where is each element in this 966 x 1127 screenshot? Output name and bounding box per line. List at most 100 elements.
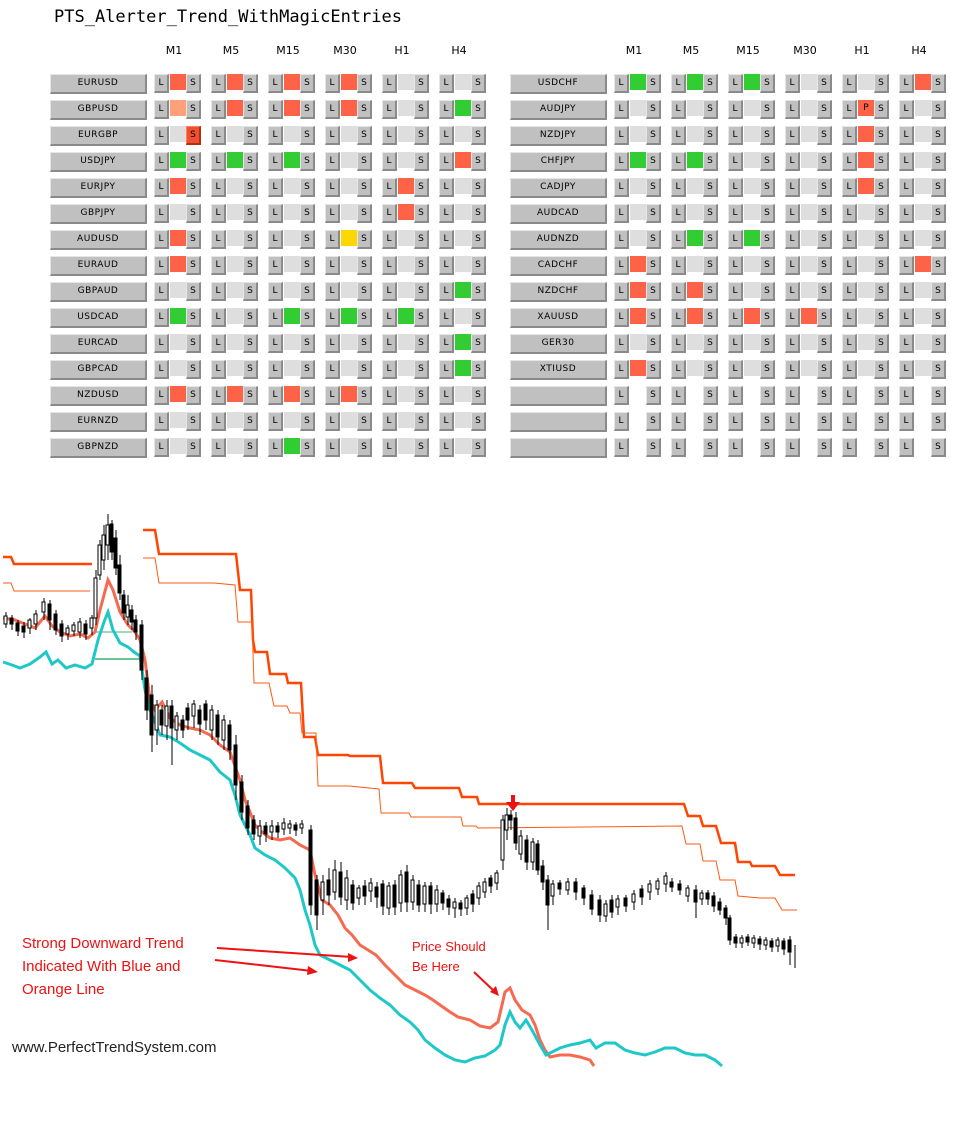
long-button[interactable]: L xyxy=(614,152,629,171)
short-button[interactable]: S xyxy=(817,152,832,171)
long-button[interactable]: L xyxy=(899,74,914,93)
short-button[interactable]: S xyxy=(300,74,315,93)
long-button[interactable]: L xyxy=(899,282,914,301)
short-button[interactable]: S xyxy=(471,386,486,405)
long-button[interactable]: L xyxy=(899,412,914,431)
long-button[interactable]: L xyxy=(728,256,743,275)
long-button[interactable]: L xyxy=(382,126,397,145)
long-button[interactable]: L xyxy=(842,178,857,197)
long-button[interactable]: L xyxy=(154,386,169,405)
short-button[interactable]: S xyxy=(760,412,775,431)
symbol-button[interactable]: USDCHF xyxy=(510,74,607,94)
long-button[interactable]: L xyxy=(728,178,743,197)
short-button[interactable]: S xyxy=(471,412,486,431)
symbol-button[interactable]: GBPNZD xyxy=(50,438,147,458)
short-button[interactable]: S xyxy=(817,334,832,353)
short-button[interactable]: S xyxy=(760,334,775,353)
long-button[interactable]: L xyxy=(439,256,454,275)
symbol-button[interactable]: NZDJPY xyxy=(510,126,607,146)
long-button[interactable]: L xyxy=(842,308,857,327)
short-button[interactable]: S xyxy=(357,360,372,379)
long-button[interactable]: L xyxy=(439,308,454,327)
long-button[interactable]: L xyxy=(325,308,340,327)
short-button[interactable]: S xyxy=(874,256,889,275)
short-button[interactable]: S xyxy=(357,412,372,431)
symbol-button[interactable]: GBPAUD xyxy=(50,282,147,302)
symbol-button[interactable]: USDCAD xyxy=(50,308,147,328)
long-button[interactable]: L xyxy=(785,308,800,327)
long-button[interactable]: L xyxy=(154,308,169,327)
long-button[interactable]: L xyxy=(211,126,226,145)
short-button[interactable]: S xyxy=(646,230,661,249)
long-button[interactable]: L xyxy=(439,230,454,249)
short-button[interactable]: S xyxy=(646,308,661,327)
long-button[interactable]: L xyxy=(439,126,454,145)
symbol-button[interactable]: CHFJPY xyxy=(510,152,607,172)
long-button[interactable]: L xyxy=(785,74,800,93)
short-button[interactable]: S xyxy=(300,438,315,457)
short-button[interactable]: S xyxy=(300,100,315,119)
long-button[interactable]: L xyxy=(842,438,857,457)
long-button[interactable]: L xyxy=(325,386,340,405)
long-button[interactable]: L xyxy=(614,282,629,301)
symbol-button[interactable]: EURAUD xyxy=(50,256,147,276)
short-button[interactable]: S xyxy=(471,282,486,301)
short-button[interactable]: S xyxy=(357,74,372,93)
long-button[interactable]: L xyxy=(382,386,397,405)
symbol-button[interactable]: GBPJPY xyxy=(50,204,147,224)
long-button[interactable]: L xyxy=(268,360,283,379)
long-button[interactable]: L xyxy=(325,204,340,223)
long-button[interactable]: L xyxy=(614,412,629,431)
short-button[interactable]: S xyxy=(760,204,775,223)
short-button[interactable]: S xyxy=(243,178,258,197)
short-button[interactable]: S xyxy=(646,360,661,379)
long-button[interactable]: L xyxy=(154,412,169,431)
long-button[interactable]: L xyxy=(899,152,914,171)
long-button[interactable]: L xyxy=(785,230,800,249)
short-button[interactable]: S xyxy=(186,438,201,457)
short-button[interactable]: S xyxy=(186,334,201,353)
short-button[interactable]: S xyxy=(817,256,832,275)
long-button[interactable]: L xyxy=(614,438,629,457)
short-button[interactable]: S xyxy=(760,256,775,275)
short-button[interactable]: S xyxy=(243,360,258,379)
short-button[interactable]: S xyxy=(646,126,661,145)
long-button[interactable]: L xyxy=(671,308,686,327)
short-button[interactable]: S xyxy=(471,360,486,379)
long-button[interactable]: L xyxy=(899,178,914,197)
long-button[interactable]: L xyxy=(154,438,169,457)
short-button[interactable]: S xyxy=(931,386,946,405)
short-button[interactable]: S xyxy=(874,204,889,223)
long-button[interactable]: L xyxy=(211,334,226,353)
short-button[interactable]: S xyxy=(874,152,889,171)
short-button[interactable]: S xyxy=(414,256,429,275)
short-button[interactable]: S xyxy=(931,152,946,171)
long-button[interactable]: L xyxy=(842,152,857,171)
symbol-button[interactable]: XAUUSD xyxy=(510,308,607,328)
short-button[interactable]: S xyxy=(817,204,832,223)
short-button[interactable]: S xyxy=(874,308,889,327)
long-button[interactable]: L xyxy=(439,152,454,171)
short-button[interactable]: S xyxy=(931,100,946,119)
long-button[interactable]: L xyxy=(614,334,629,353)
short-button[interactable]: S xyxy=(414,204,429,223)
short-button[interactable]: S xyxy=(186,230,201,249)
long-button[interactable]: L xyxy=(439,438,454,457)
long-button[interactable]: L xyxy=(728,386,743,405)
short-button[interactable]: S xyxy=(471,308,486,327)
long-button[interactable]: L xyxy=(614,126,629,145)
short-button[interactable]: S xyxy=(646,152,661,171)
short-button[interactable]: S xyxy=(357,100,372,119)
long-button[interactable]: L xyxy=(785,412,800,431)
short-button[interactable]: S xyxy=(931,360,946,379)
long-button[interactable]: L xyxy=(671,334,686,353)
long-button[interactable]: L xyxy=(268,126,283,145)
long-button[interactable]: L xyxy=(728,230,743,249)
short-button[interactable]: S xyxy=(243,412,258,431)
long-button[interactable]: L xyxy=(899,334,914,353)
long-button[interactable]: L xyxy=(842,74,857,93)
long-button[interactable]: L xyxy=(268,100,283,119)
short-button[interactable]: S xyxy=(186,256,201,275)
short-button[interactable]: S xyxy=(414,100,429,119)
long-button[interactable]: L xyxy=(268,282,283,301)
